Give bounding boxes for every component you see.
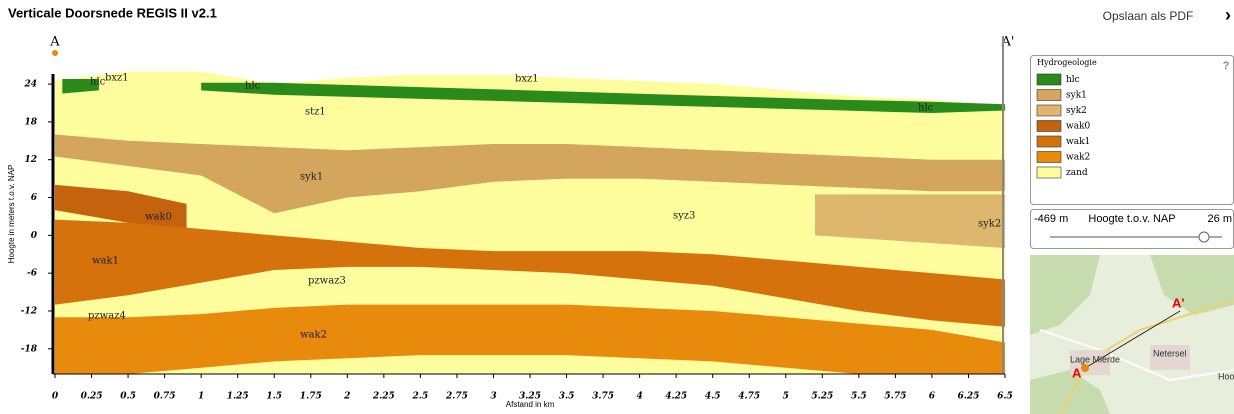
x-tick-label: 0 [52, 392, 59, 402]
y-tick-label: 0 [31, 231, 38, 241]
pdf-button[interactable]: Opslaan als PDF [1103, 9, 1194, 23]
slider-title: Hoogte t.o.v. NAP [1088, 213, 1175, 225]
x-tick-label: 5.5 [851, 392, 867, 402]
legend-swatch [1037, 105, 1061, 116]
map-label: A' [1172, 295, 1184, 310]
x-tick-label: 0.75 [154, 392, 176, 402]
close-button[interactable]: › [1225, 5, 1231, 25]
y-tick-label: -18 [21, 344, 38, 354]
layer-label: stz1 [305, 107, 326, 118]
x-tick-label: 2 [343, 392, 350, 402]
x-tick-label: 5.75 [884, 392, 906, 402]
y-axis-label: Hoogte in meters t.o.v. NAP [7, 165, 16, 264]
legend-swatch [1037, 167, 1061, 178]
x-tick-label: 4.75 [738, 392, 760, 402]
y-tick-label: 12 [24, 155, 37, 165]
x-tick-label: 6 [929, 392, 936, 402]
legend-label: wak0 [1066, 122, 1091, 132]
legend-label: syk2 [1066, 106, 1087, 116]
y-tick-label: -6 [27, 269, 38, 279]
layer-label: syz3 [673, 211, 695, 222]
y-tick-label: 6 [31, 193, 38, 203]
layer-label: pzwaz3 [308, 276, 346, 287]
slider-max: 26 m [1208, 213, 1232, 225]
x-tick-label: 0.25 [81, 392, 103, 402]
x-tick-label: 0.5 [120, 392, 136, 402]
legend-label: syk1 [1066, 91, 1087, 101]
map-label: Lage Mierde [1070, 354, 1120, 364]
legend-swatch [1037, 90, 1061, 101]
x-tick-label: 1.25 [227, 392, 249, 402]
map-label: A [1072, 365, 1082, 380]
x-tick-label: 2.75 [445, 392, 468, 402]
layer-label: bxz1 [105, 73, 129, 84]
legend-title: Hydrogeologie [1037, 58, 1097, 67]
map: A' A Lage Mierde Netersel Hoo [1030, 255, 1234, 414]
legend-swatch [1037, 121, 1061, 132]
layer-label: hlc [90, 77, 106, 88]
layer-label: pzwaz4 [88, 311, 126, 322]
legend-swatch [1037, 74, 1061, 85]
layer-label: wak2 [300, 330, 327, 341]
help-icon[interactable]: ? [1223, 60, 1230, 72]
start-marker [52, 50, 58, 56]
legend-swatch [1037, 152, 1061, 163]
x-tick-label: 5 [783, 392, 789, 402]
layer-label: hlc [918, 103, 934, 114]
layer-label: wak1 [92, 256, 119, 267]
slider-handle[interactable] [1199, 232, 1209, 242]
x-tick-label: 1.5 [266, 392, 282, 402]
x-axis-label: Afstand in km [506, 400, 555, 409]
start-label: A [49, 35, 60, 50]
x-tick-label: 1 [198, 392, 204, 402]
x-tick-label: 4.25 [665, 392, 687, 402]
x-tick-label: 3.5 [559, 392, 575, 402]
x-tick-label: 3 [490, 392, 496, 402]
x-tick-label: 6.25 [958, 392, 980, 402]
x-tick-label: 2.25 [372, 392, 395, 402]
legend-label: wak2 [1066, 153, 1090, 163]
map-label: Hoo [1218, 371, 1234, 381]
layer-label: syk2 [978, 219, 1001, 230]
layer-label: wak0 [145, 212, 172, 223]
layer-label: syk1 [300, 172, 323, 183]
page-title: Verticale Doorsnede REGIS II v2.1 [8, 5, 217, 20]
layer-label: hlc [245, 81, 261, 92]
legend-label: zand [1066, 168, 1088, 178]
legend-label: wak1 [1066, 137, 1090, 147]
layer-label: bxz1 [515, 74, 539, 85]
y-tick-label: 24 [23, 80, 37, 90]
x-tick-label: 6.5 [997, 392, 1013, 402]
map-label: Netersel [1153, 348, 1187, 358]
x-tick-label: 5.25 [811, 392, 833, 402]
legend-label: hlc [1066, 75, 1080, 85]
y-tick-label: -12 [21, 306, 37, 316]
y-tick-label: 18 [24, 117, 37, 127]
legend-swatch [1037, 136, 1061, 147]
page: Verticale Doorsnede REGIS II v2.1 Opslaa… [0, 0, 1234, 414]
x-tick-label: 3.75 [592, 392, 614, 402]
screen: Verticale Doorsnede REGIS II v2.1 Opslaa… [0, 0, 1234, 414]
x-tick-label: 4.5 [705, 392, 721, 402]
x-tick-label: 2.5 [412, 392, 429, 402]
x-tick-label: 1.75 [300, 392, 322, 402]
x-tick-label: 4 [636, 392, 642, 402]
map-start-marker [1081, 364, 1089, 372]
slider-min: -469 m [1034, 213, 1068, 225]
